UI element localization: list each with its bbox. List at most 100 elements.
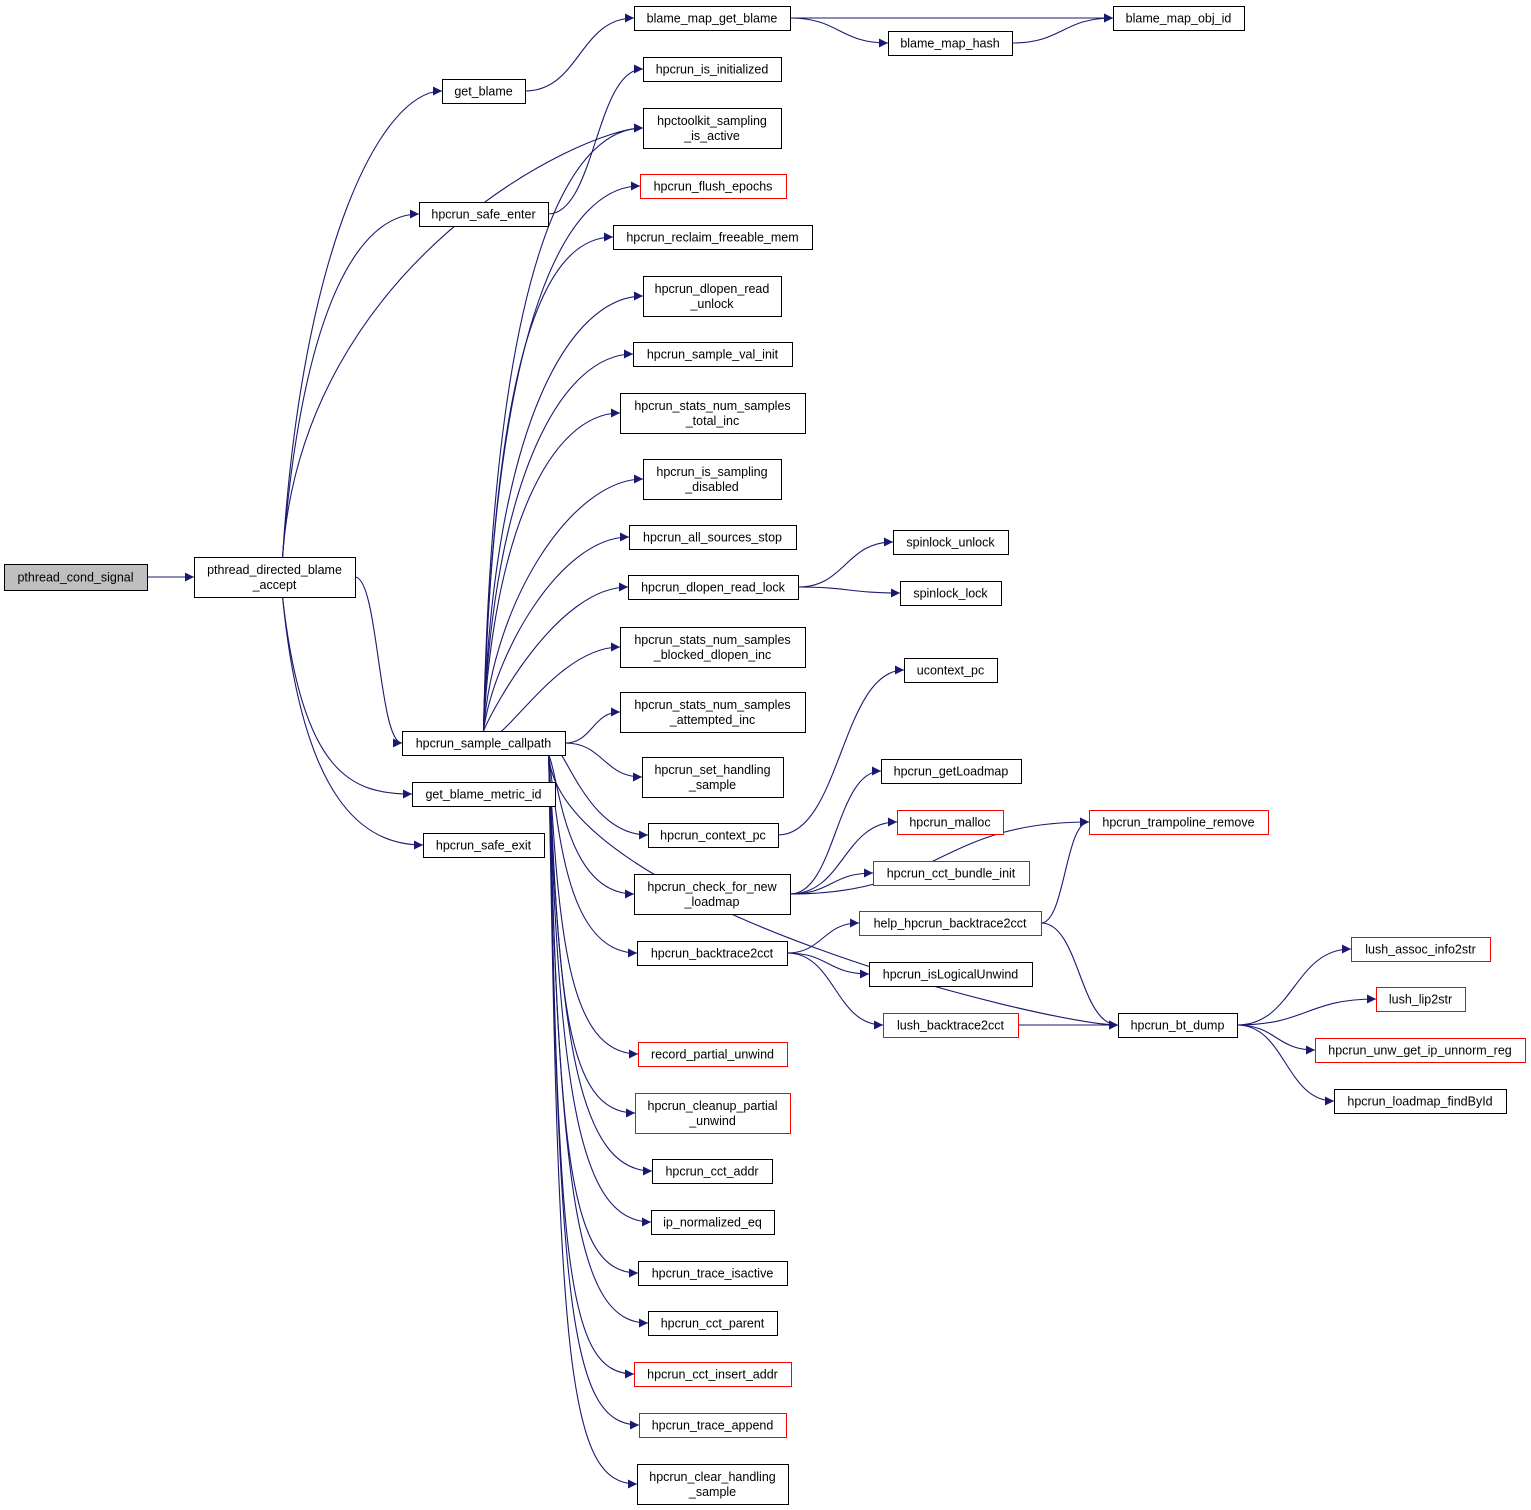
node-get_blame_metric_id[interactable]: get_blame_metric_id (412, 782, 556, 807)
node-hpcrun_is_sampling_disabled[interactable]: hpcrun_is_sampling_disabled (643, 459, 782, 500)
node-box[interactable] (402, 731, 566, 756)
node-hpcrun_safe_enter[interactable]: hpcrun_safe_enter (419, 202, 549, 227)
node-box[interactable] (194, 557, 356, 598)
node-hpcrun_loadmap_findById[interactable]: hpcrun_loadmap_findById (1334, 1089, 1507, 1114)
node-box[interactable] (442, 79, 526, 104)
node-hpcrun_sample_val_init[interactable]: hpcrun_sample_val_init (633, 342, 793, 367)
node-box[interactable] (638, 1042, 788, 1067)
node-box[interactable] (613, 225, 813, 250)
node-box[interactable] (643, 57, 782, 82)
node-box[interactable] (888, 31, 1013, 56)
node-box[interactable] (1118, 1013, 1238, 1038)
node-hpcrun_flush_epochs[interactable]: hpcrun_flush_epochs (640, 174, 787, 199)
node-spinlock_lock[interactable]: spinlock_lock (900, 581, 1002, 606)
node-hpcrun_cct_bundle_init[interactable]: hpcrun_cct_bundle_init (873, 861, 1030, 886)
node-box[interactable] (412, 782, 556, 807)
node-hpcrun_isLogicalUnwind[interactable]: hpcrun_isLogicalUnwind (869, 962, 1033, 987)
node-hpcrun_trace_isactive[interactable]: hpcrun_trace_isactive (638, 1261, 788, 1286)
node-box[interactable] (633, 342, 793, 367)
node-box[interactable] (643, 459, 782, 500)
node-get_blame[interactable]: get_blame (442, 79, 526, 104)
node-hpcrun_stats_num_samples_blocked_dlopen_inc[interactable]: hpcrun_stats_num_samples_blocked_dlopen_… (620, 627, 806, 668)
node-hpcrun_unw_get_ip_unnorm_reg[interactable]: hpcrun_unw_get_ip_unnorm_reg (1315, 1038, 1526, 1063)
node-spinlock_unlock[interactable]: spinlock_unlock (893, 530, 1009, 555)
node-help_hpcrun_backtrace2cct[interactable]: help_hpcrun_backtrace2cct (859, 911, 1042, 936)
node-box[interactable] (648, 1311, 778, 1336)
node-lush_lip2str[interactable]: lush_lip2str (1376, 987, 1466, 1012)
node-hpcrun_trampoline_remove[interactable]: hpcrun_trampoline_remove (1089, 810, 1269, 835)
node-box[interactable] (639, 1413, 787, 1438)
node-box[interactable] (1351, 937, 1491, 962)
node-hpcrun_cct_addr[interactable]: hpcrun_cct_addr (652, 1159, 773, 1184)
node-hpcrun_dlopen_read_unlock[interactable]: hpcrun_dlopen_read_unlock (643, 276, 782, 317)
node-box[interactable] (869, 962, 1033, 987)
node-box[interactable] (893, 530, 1009, 555)
node-hpcrun_dlopen_read_lock[interactable]: hpcrun_dlopen_read_lock (628, 575, 799, 600)
node-box[interactable] (873, 861, 1030, 886)
node-box[interactable] (634, 874, 791, 915)
node-hpcrun_malloc[interactable]: hpcrun_malloc (897, 810, 1004, 835)
node-hpcrun_stats_num_samples_attempted_inc[interactable]: hpcrun_stats_num_samples_attempted_inc (620, 692, 806, 733)
node-box[interactable] (1334, 1089, 1507, 1114)
node-record_partial_unwind[interactable]: record_partial_unwind (638, 1042, 788, 1067)
node-pthread_directed_blame_accept[interactable]: pthread_directed_blame_accept (194, 557, 356, 598)
node-hpcrun_trace_append[interactable]: hpcrun_trace_append (639, 1413, 787, 1438)
node-hpcrun_getLoadmap[interactable]: hpcrun_getLoadmap (881, 759, 1022, 784)
node-blame_map_obj_id[interactable]: blame_map_obj_id (1113, 6, 1245, 31)
node-box[interactable] (651, 1210, 775, 1235)
node-hpcrun_all_sources_stop[interactable]: hpcrun_all_sources_stop (629, 525, 797, 550)
node-ucontext_pc[interactable]: ucontext_pc (904, 658, 998, 683)
node-hpcrun_cct_parent[interactable]: hpcrun_cct_parent (648, 1311, 778, 1336)
node-box[interactable] (652, 1159, 773, 1184)
node-hpcrun_clear_handling_sample[interactable]: hpcrun_clear_handling_sample (637, 1464, 789, 1505)
node-box[interactable] (419, 202, 549, 227)
node-box[interactable] (643, 108, 782, 149)
node-hpcrun_set_handling_sample[interactable]: hpcrun_set_handling_sample (642, 757, 784, 798)
node-hpcrun_sample_callpath[interactable]: hpcrun_sample_callpath (402, 731, 566, 756)
node-hpcrun_stats_num_samples_total_inc[interactable]: hpcrun_stats_num_samples_total_inc (620, 393, 806, 434)
node-box[interactable] (904, 658, 998, 683)
node-box[interactable] (628, 575, 799, 600)
node-box[interactable] (881, 759, 1022, 784)
node-box[interactable] (637, 1464, 789, 1505)
node-lush_backtrace2cct[interactable]: lush_backtrace2cct (883, 1013, 1019, 1038)
node-box[interactable] (648, 823, 779, 848)
node-hpcrun_reclaim_freeable_mem[interactable]: hpcrun_reclaim_freeable_mem (613, 225, 813, 250)
node-pthread_cond_signal[interactable]: pthread_cond_signal (4, 564, 148, 591)
node-box[interactable] (1089, 810, 1269, 835)
node-blame_map_get_blame[interactable]: blame_map_get_blame (634, 6, 791, 31)
node-box[interactable] (634, 6, 791, 31)
node-box[interactable] (643, 276, 782, 317)
node-box[interactable] (640, 174, 787, 199)
node-hpcrun_safe_exit[interactable]: hpcrun_safe_exit (423, 833, 545, 858)
node-box[interactable] (642, 757, 784, 798)
node-box[interactable] (4, 564, 148, 591)
node-box[interactable] (620, 692, 806, 733)
node-box[interactable] (635, 1093, 791, 1134)
node-hpcrun_context_pc[interactable]: hpcrun_context_pc (648, 823, 779, 848)
node-box[interactable] (1315, 1038, 1526, 1063)
node-box[interactable] (423, 833, 545, 858)
node-box[interactable] (620, 627, 806, 668)
node-hpcrun_bt_dump[interactable]: hpcrun_bt_dump (1118, 1013, 1238, 1038)
node-hpcrun_cct_insert_addr[interactable]: hpcrun_cct_insert_addr (634, 1362, 792, 1387)
node-box[interactable] (900, 581, 1002, 606)
node-box[interactable] (634, 1362, 792, 1387)
node-blame_map_hash[interactable]: blame_map_hash (888, 31, 1013, 56)
node-box[interactable] (883, 1013, 1019, 1038)
node-hpcrun_cleanup_partial_unwind[interactable]: hpcrun_cleanup_partial_unwind (635, 1093, 791, 1134)
node-box[interactable] (1113, 6, 1245, 31)
node-box[interactable] (637, 941, 788, 966)
node-hpcrun_is_initialized[interactable]: hpcrun_is_initialized (643, 57, 782, 82)
node-box[interactable] (620, 393, 806, 434)
node-box[interactable] (859, 911, 1042, 936)
node-box[interactable] (897, 810, 1004, 835)
node-hpcrun_backtrace2cct[interactable]: hpcrun_backtrace2cct (637, 941, 788, 966)
node-hpctoolkit_sampling_is_active[interactable]: hpctoolkit_sampling_is_active (643, 108, 782, 149)
node-box[interactable] (1376, 987, 1466, 1012)
node-hpcrun_check_for_new_loadmap[interactable]: hpcrun_check_for_new_loadmap (634, 874, 791, 915)
node-box[interactable] (638, 1261, 788, 1286)
node-box[interactable] (629, 525, 797, 550)
node-lush_assoc_info2str[interactable]: lush_assoc_info2str (1351, 937, 1491, 962)
node-ip_normalized_eq[interactable]: ip_normalized_eq (651, 1210, 775, 1235)
